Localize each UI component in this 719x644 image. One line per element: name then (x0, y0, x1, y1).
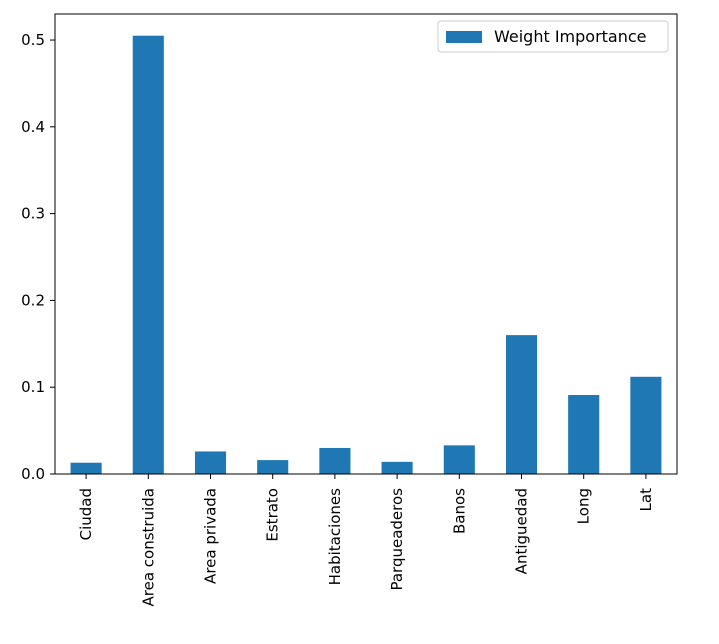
bar-antiguedad (505, 335, 538, 474)
x-tick-label: Area construida (139, 488, 157, 606)
bar-ciudad (70, 462, 102, 474)
x-tick-label: Long (575, 488, 593, 524)
legend-box (437, 20, 669, 53)
bar-parqueaderos (381, 461, 413, 474)
plot-frame (54, 13, 678, 475)
x-tick-label: Parqueaderos (388, 488, 406, 591)
x-tick-label: Estrato (264, 488, 282, 542)
y-tick-label: 0.1 (21, 378, 45, 396)
legend: Weight Importance (437, 20, 669, 53)
legend-label: Weight Importance (494, 27, 647, 46)
y-tick-label: 0.5 (21, 31, 45, 49)
x-axis: Ciudad Area construida Area privada Estrato… (77, 474, 655, 606)
bar-banos (443, 445, 475, 474)
x-tick-label: Antiguedad (513, 488, 531, 574)
bar-long (568, 395, 600, 474)
x-tick-label: Habitaciones (326, 488, 344, 586)
y-axis: 0.0 0.1 0.2 0.3 0.4 0.5 (21, 31, 55, 483)
x-tick-label: Lat (637, 488, 655, 512)
y-tick-label: 0.0 (21, 465, 45, 483)
y-tick-label: 0.2 (21, 291, 45, 309)
bar-lat (630, 376, 662, 474)
x-tick-label: Ciudad (77, 488, 95, 540)
bars-layer (70, 35, 662, 474)
y-tick-label: 0.3 (21, 205, 45, 223)
y-tick-label: 0.4 (21, 118, 45, 136)
bar-habitaciones (319, 447, 351, 474)
legend-swatch (446, 31, 482, 43)
bar-estrato (257, 460, 289, 474)
x-tick-label: Banos (450, 488, 468, 534)
bar-area-privada (194, 451, 227, 474)
bar-area-construida (132, 35, 164, 474)
x-tick-label: Area privada (202, 488, 220, 584)
